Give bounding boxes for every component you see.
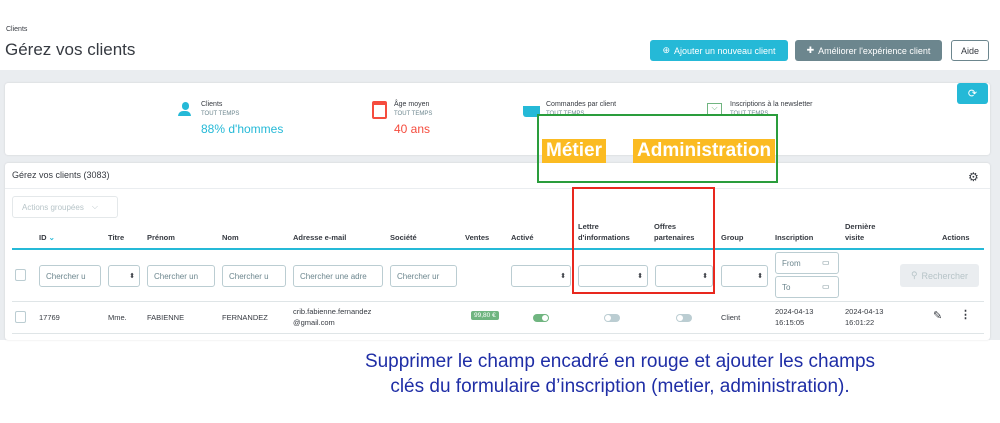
calendar-icon[interactable]: ▭: [822, 282, 830, 291]
column-header-last-visit[interactable]: Dernière visite: [845, 222, 876, 242]
filter-newsletter-select[interactable]: [578, 265, 648, 287]
annotation-tag-metier: Métier: [542, 139, 606, 163]
filter-prenom-input[interactable]: Chercher un: [147, 265, 215, 287]
select-all-checkbox[interactable]: [15, 269, 26, 281]
search-icon: ⚲: [910, 270, 918, 280]
filter-nom-input[interactable]: Chercher u: [222, 265, 286, 287]
column-header-active[interactable]: Activé: [511, 233, 534, 242]
annotation-green-box: [537, 114, 778, 183]
more-actions-icon[interactable]: ⋮: [960, 309, 971, 321]
kpi-card: [5, 83, 990, 155]
filter-email-input[interactable]: Chercher une adre: [293, 265, 383, 287]
row-checkbox[interactable]: [15, 311, 26, 323]
calendar-icon: [372, 101, 387, 119]
annotation-red-box: [572, 187, 715, 294]
filter-from-input[interactable]: From: [775, 252, 839, 274]
annotation-note-line2: clés du formulaire d’inscription (metier…: [390, 376, 850, 397]
filter-titre-select[interactable]: [108, 265, 140, 287]
annotation-tag-administration: Administration: [633, 139, 776, 163]
column-header-societe[interactable]: Société: [390, 233, 417, 242]
active-toggle[interactable]: [533, 314, 549, 322]
breadcrumb[interactable]: Clients: [6, 26, 28, 33]
search-button[interactable]: ⚲ Rechercher: [900, 264, 979, 287]
annotation-note-line1: Supprimer le champ encadré en rouge et a…: [364, 351, 876, 372]
bulk-actions-dropdown[interactable]: Actions groupées ⌵: [12, 196, 118, 218]
user-icon: [178, 102, 192, 118]
column-header-optin[interactable]: Offres partenaires: [654, 222, 695, 242]
filter-active-select[interactable]: [511, 265, 571, 287]
sales-badge: 99,80 €: [471, 311, 499, 320]
column-header-id[interactable]: ID ⌄: [39, 233, 55, 242]
divider: [5, 188, 990, 189]
help-button[interactable]: Aide: [951, 40, 989, 61]
gear-icon[interactable]: ⚙: [968, 170, 979, 184]
add-client-button[interactable]: ⊕ Ajouter un nouveau client: [650, 40, 788, 61]
column-header-newsletter[interactable]: Lettre d'informations: [578, 222, 630, 242]
newsletter-toggle[interactable]: [604, 314, 620, 322]
filter-group-select[interactable]: [721, 265, 768, 287]
column-header-email[interactable]: Adresse e-mail: [293, 233, 347, 242]
plus-circle-icon: ⊕: [662, 45, 670, 55]
column-header-titre[interactable]: Titre: [108, 233, 125, 242]
divider: [12, 333, 984, 334]
column-header-prenom[interactable]: Prénom: [147, 233, 175, 242]
table-title: Gérez vos clients (3083): [12, 170, 110, 180]
column-header-actions: Actions: [942, 233, 970, 242]
calendar-icon[interactable]: ▭: [822, 258, 830, 267]
refresh-button[interactable]: ⟳: [957, 83, 988, 104]
sort-desc-icon: ⌄: [48, 233, 55, 242]
puzzle-icon: ✚: [806, 45, 815, 55]
divider: [12, 301, 984, 302]
basket-icon: [523, 106, 540, 117]
header-underline: [12, 248, 984, 250]
column-header-ventes[interactable]: Ventes: [465, 233, 490, 242]
column-header-inscription[interactable]: Inscription: [775, 233, 814, 242]
filter-to-input[interactable]: To: [775, 276, 839, 298]
customers-table-card: [5, 163, 990, 340]
page-title: Gérez vos clients: [5, 40, 136, 59]
edit-icon[interactable]: ✎: [933, 310, 943, 322]
improve-experience-button[interactable]: ✚ Améliorer l'expérience client: [795, 40, 942, 61]
filter-id-input[interactable]: Chercher u: [39, 265, 101, 287]
filter-societe-input[interactable]: Chercher ur: [390, 265, 457, 287]
chevron-down-icon: ⌵: [91, 202, 98, 211]
column-header-nom[interactable]: Nom: [222, 233, 239, 242]
filter-optin-select[interactable]: [655, 265, 713, 287]
optin-toggle[interactable]: [676, 314, 692, 322]
column-header-group[interactable]: Group: [721, 233, 744, 242]
